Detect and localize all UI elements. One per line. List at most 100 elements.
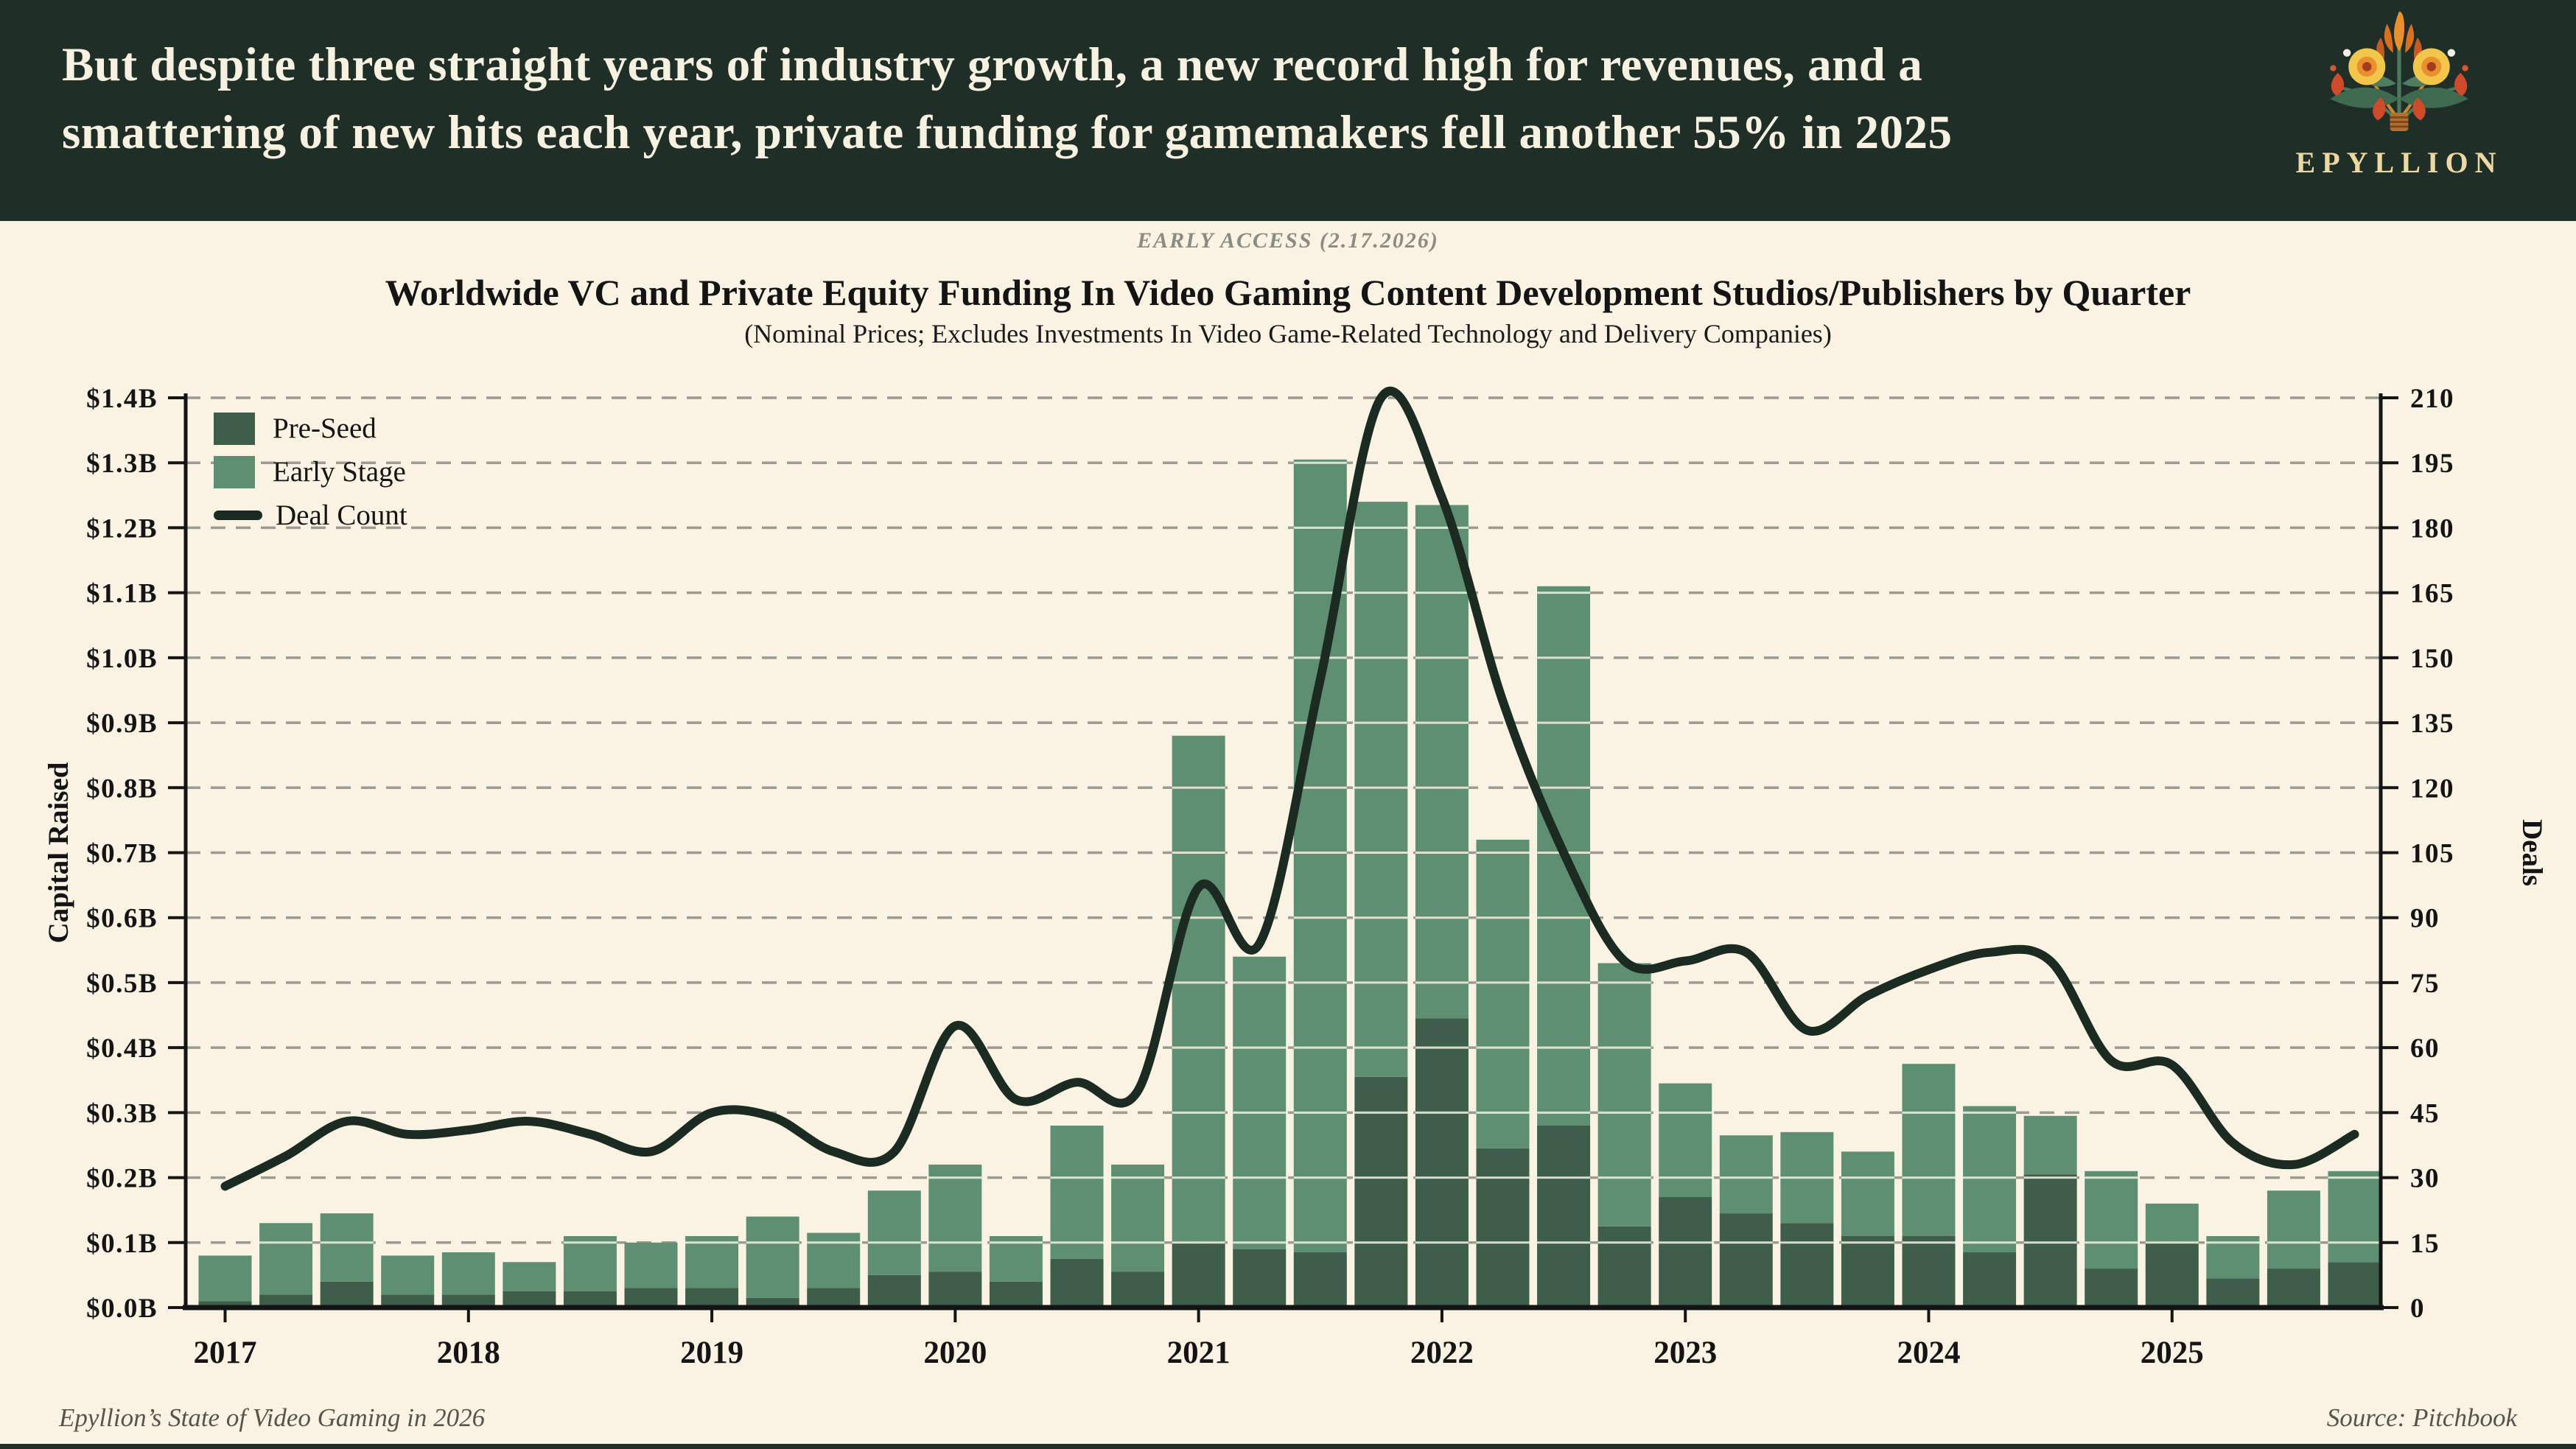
bar-early-stage-Q1 2021	[1172, 735, 1225, 1243]
legend-row-early-stage: Early Stage	[214, 450, 407, 494]
left-tick-label-$1.3B: $1.3B	[86, 449, 158, 479]
bar-pre-seed-Q3 2021	[1293, 1252, 1347, 1308]
bar-early-stage-Q1 2020	[928, 1164, 982, 1272]
bar-early-stage-Q4 2025	[2328, 1171, 2381, 1263]
bar-pre-seed-Q4 2021	[1354, 1076, 1408, 1308]
bar-early-stage-Q2 2022	[1476, 839, 1530, 1148]
bar-early-stage-Q4 2019	[867, 1190, 921, 1275]
left-tick-label-$0.0B: $0.0B	[86, 1294, 158, 1324]
right-tick-label-75: 75	[2410, 969, 2440, 999]
bar-early-stage-Q2 2017	[259, 1223, 313, 1295]
bar-pre-seed-Q2 2017	[259, 1294, 313, 1308]
bar-early-stage-Q1 2022	[1415, 505, 1469, 1019]
year-label-2024: 2024	[1897, 1336, 1961, 1370]
bar-pre-seed-Q2 2024	[1963, 1252, 2017, 1308]
bottom-border	[0, 1444, 2576, 1449]
year-label-2018: 2018	[437, 1336, 500, 1370]
year-label-2020: 2020	[923, 1336, 987, 1370]
bar-pre-seed-Q2 2023	[1719, 1213, 1773, 1308]
bar-pre-seed-Q2 2025	[2206, 1278, 2260, 1308]
brand-logo: EPYLLION	[2274, 6, 2524, 180]
bar-early-stage-Q1 2024	[1902, 1064, 1956, 1236]
bar-early-stage-Q1 2023	[1659, 1083, 1712, 1198]
right-tick-label-45: 45	[2410, 1098, 2440, 1129]
right-tick-label-0: 0	[2410, 1294, 2425, 1324]
right-tick-label-120: 120	[2410, 773, 2454, 804]
brand-name: EPYLLION	[2295, 146, 2503, 179]
bar-early-stage-Q4 2018	[624, 1242, 678, 1288]
bar-early-stage-Q3 2017	[320, 1213, 374, 1282]
left-tick-label-$1.0B: $1.0B	[86, 644, 158, 674]
bar-pre-seed-Q1 2018	[441, 1294, 495, 1308]
chart-legend: Pre-Seed Early Stage Deal Count	[214, 407, 407, 537]
legend-row-deal-count: Deal Count	[214, 494, 407, 537]
pre-seed-swatch-icon	[214, 412, 255, 445]
header-band: But despite three straight years of indu…	[0, 0, 2576, 221]
bar-early-stage-Q2 2024	[1963, 1106, 2017, 1253]
right-axis-title: Deals	[2516, 819, 2548, 886]
bar-early-stage-Q1 2018	[441, 1252, 495, 1295]
bar-pre-seed-Q1 2025	[2145, 1242, 2199, 1308]
bar-pre-seed-Q2 2022	[1476, 1148, 1530, 1308]
bar-pre-seed-Q3 2019	[807, 1288, 861, 1308]
legend-label-early-stage: Early Stage	[273, 456, 406, 488]
right-tick-label-60: 60	[2410, 1034, 2440, 1064]
deal-count-line	[220, 387, 2359, 1191]
left-tick-label-$0.8B: $0.8B	[86, 773, 158, 804]
right-tick-label-195: 195	[2410, 449, 2454, 479]
bar-pre-seed-Q1 2022	[1415, 1018, 1469, 1308]
right-tick-label-30: 30	[2410, 1164, 2440, 1194]
bar-pre-seed-Q4 2023	[1841, 1235, 1894, 1308]
bar-pre-seed-Q4 2022	[1597, 1226, 1651, 1308]
bar-pre-seed-Q4 2025	[2328, 1262, 2381, 1308]
right-tick-label-135: 135	[2410, 709, 2454, 739]
right-tick-label-105: 105	[2410, 839, 2454, 869]
year-label-2022: 2022	[1410, 1336, 1474, 1370]
left-tick-label-$1.4B: $1.4B	[86, 384, 158, 414]
header-title-line-1: But despite three straight years of indu…	[62, 38, 1923, 91]
bar-pre-seed-Q1 2023	[1659, 1197, 1712, 1308]
bar-early-stage-Q4 2023	[1841, 1151, 1894, 1236]
bar-early-stage-Q2 2023	[1719, 1135, 1773, 1214]
bar-pre-seed-Q1 2024	[1902, 1235, 1956, 1308]
bar-early-stage-Q3 2018	[563, 1235, 617, 1291]
year-label-2019: 2019	[680, 1336, 743, 1370]
bar-early-stage-Q4 2021	[1354, 502, 1408, 1077]
bar-pre-seed-Q3 2023	[1780, 1223, 1834, 1308]
bar-early-stage-Q4 2017	[381, 1255, 435, 1295]
chart-title: Worldwide VC and Private Equity Funding …	[385, 272, 2191, 313]
left-tick-label-$0.6B: $0.6B	[86, 904, 158, 934]
header-title: But despite three straight years of indu…	[62, 31, 2280, 167]
bar-pre-seed-Q3 2022	[1537, 1126, 1591, 1308]
early-access-label: EARLY ACCESS (2.17.2026)	[1137, 228, 1439, 253]
bar-pre-seed-Q1 2020	[928, 1271, 982, 1308]
left-tick-label-$1.2B: $1.2B	[86, 513, 158, 544]
year-label-2025: 2025	[2141, 1336, 2204, 1370]
bar-early-stage-Q4 2024	[2085, 1171, 2138, 1269]
bar-early-stage-Q2 2021	[1233, 956, 1287, 1249]
right-tick-label-165: 165	[2410, 579, 2454, 609]
bar-pre-seed-Q4 2017	[381, 1294, 435, 1308]
bar-pre-seed-Q3 2018	[563, 1291, 617, 1308]
year-label-2017: 2017	[194, 1336, 257, 1370]
bar-pre-seed-Q2 2018	[503, 1291, 556, 1308]
bar-pre-seed-Q3 2017	[320, 1281, 374, 1308]
bar-early-stage-Q4 2022	[1597, 963, 1651, 1227]
right-tick-label-15: 15	[2410, 1229, 2440, 1259]
bar-early-stage-Q3 2019	[807, 1232, 861, 1288]
left-tick-label-$0.3B: $0.3B	[86, 1098, 158, 1129]
bar-pre-seed-Q2 2020	[989, 1281, 1043, 1308]
bar-early-stage-Q4 2020	[1111, 1164, 1165, 1272]
year-label-2023: 2023	[1653, 1336, 1717, 1370]
bar-early-stage-Q1 2017	[198, 1255, 252, 1302]
bar-early-stage-Q1 2019	[685, 1235, 739, 1288]
legend-label-deal-count: Deal Count	[276, 499, 407, 531]
bar-early-stage-Q3 2025	[2267, 1190, 2320, 1269]
left-tick-label-$0.9B: $0.9B	[86, 709, 158, 739]
bar-early-stage-Q1 2025	[2145, 1203, 2199, 1243]
bar-pre-seed-Q3 2024	[2023, 1174, 2077, 1308]
footer-source: Source: Pitchbook	[2326, 1403, 2517, 1432]
bar-pre-seed-Q1 2017	[198, 1301, 252, 1308]
early-stage-swatch-icon	[214, 455, 255, 488]
